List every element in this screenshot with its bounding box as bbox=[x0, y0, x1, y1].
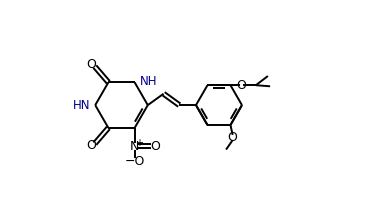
Text: +: + bbox=[134, 138, 142, 148]
Text: O: O bbox=[86, 58, 96, 71]
Text: HN: HN bbox=[73, 99, 90, 112]
Text: O: O bbox=[150, 140, 160, 153]
Text: N: N bbox=[130, 140, 139, 153]
Text: O: O bbox=[236, 79, 246, 92]
Text: NH: NH bbox=[139, 75, 157, 88]
Text: −O: −O bbox=[125, 155, 145, 168]
Text: O: O bbox=[228, 131, 238, 144]
Text: O: O bbox=[86, 139, 96, 152]
